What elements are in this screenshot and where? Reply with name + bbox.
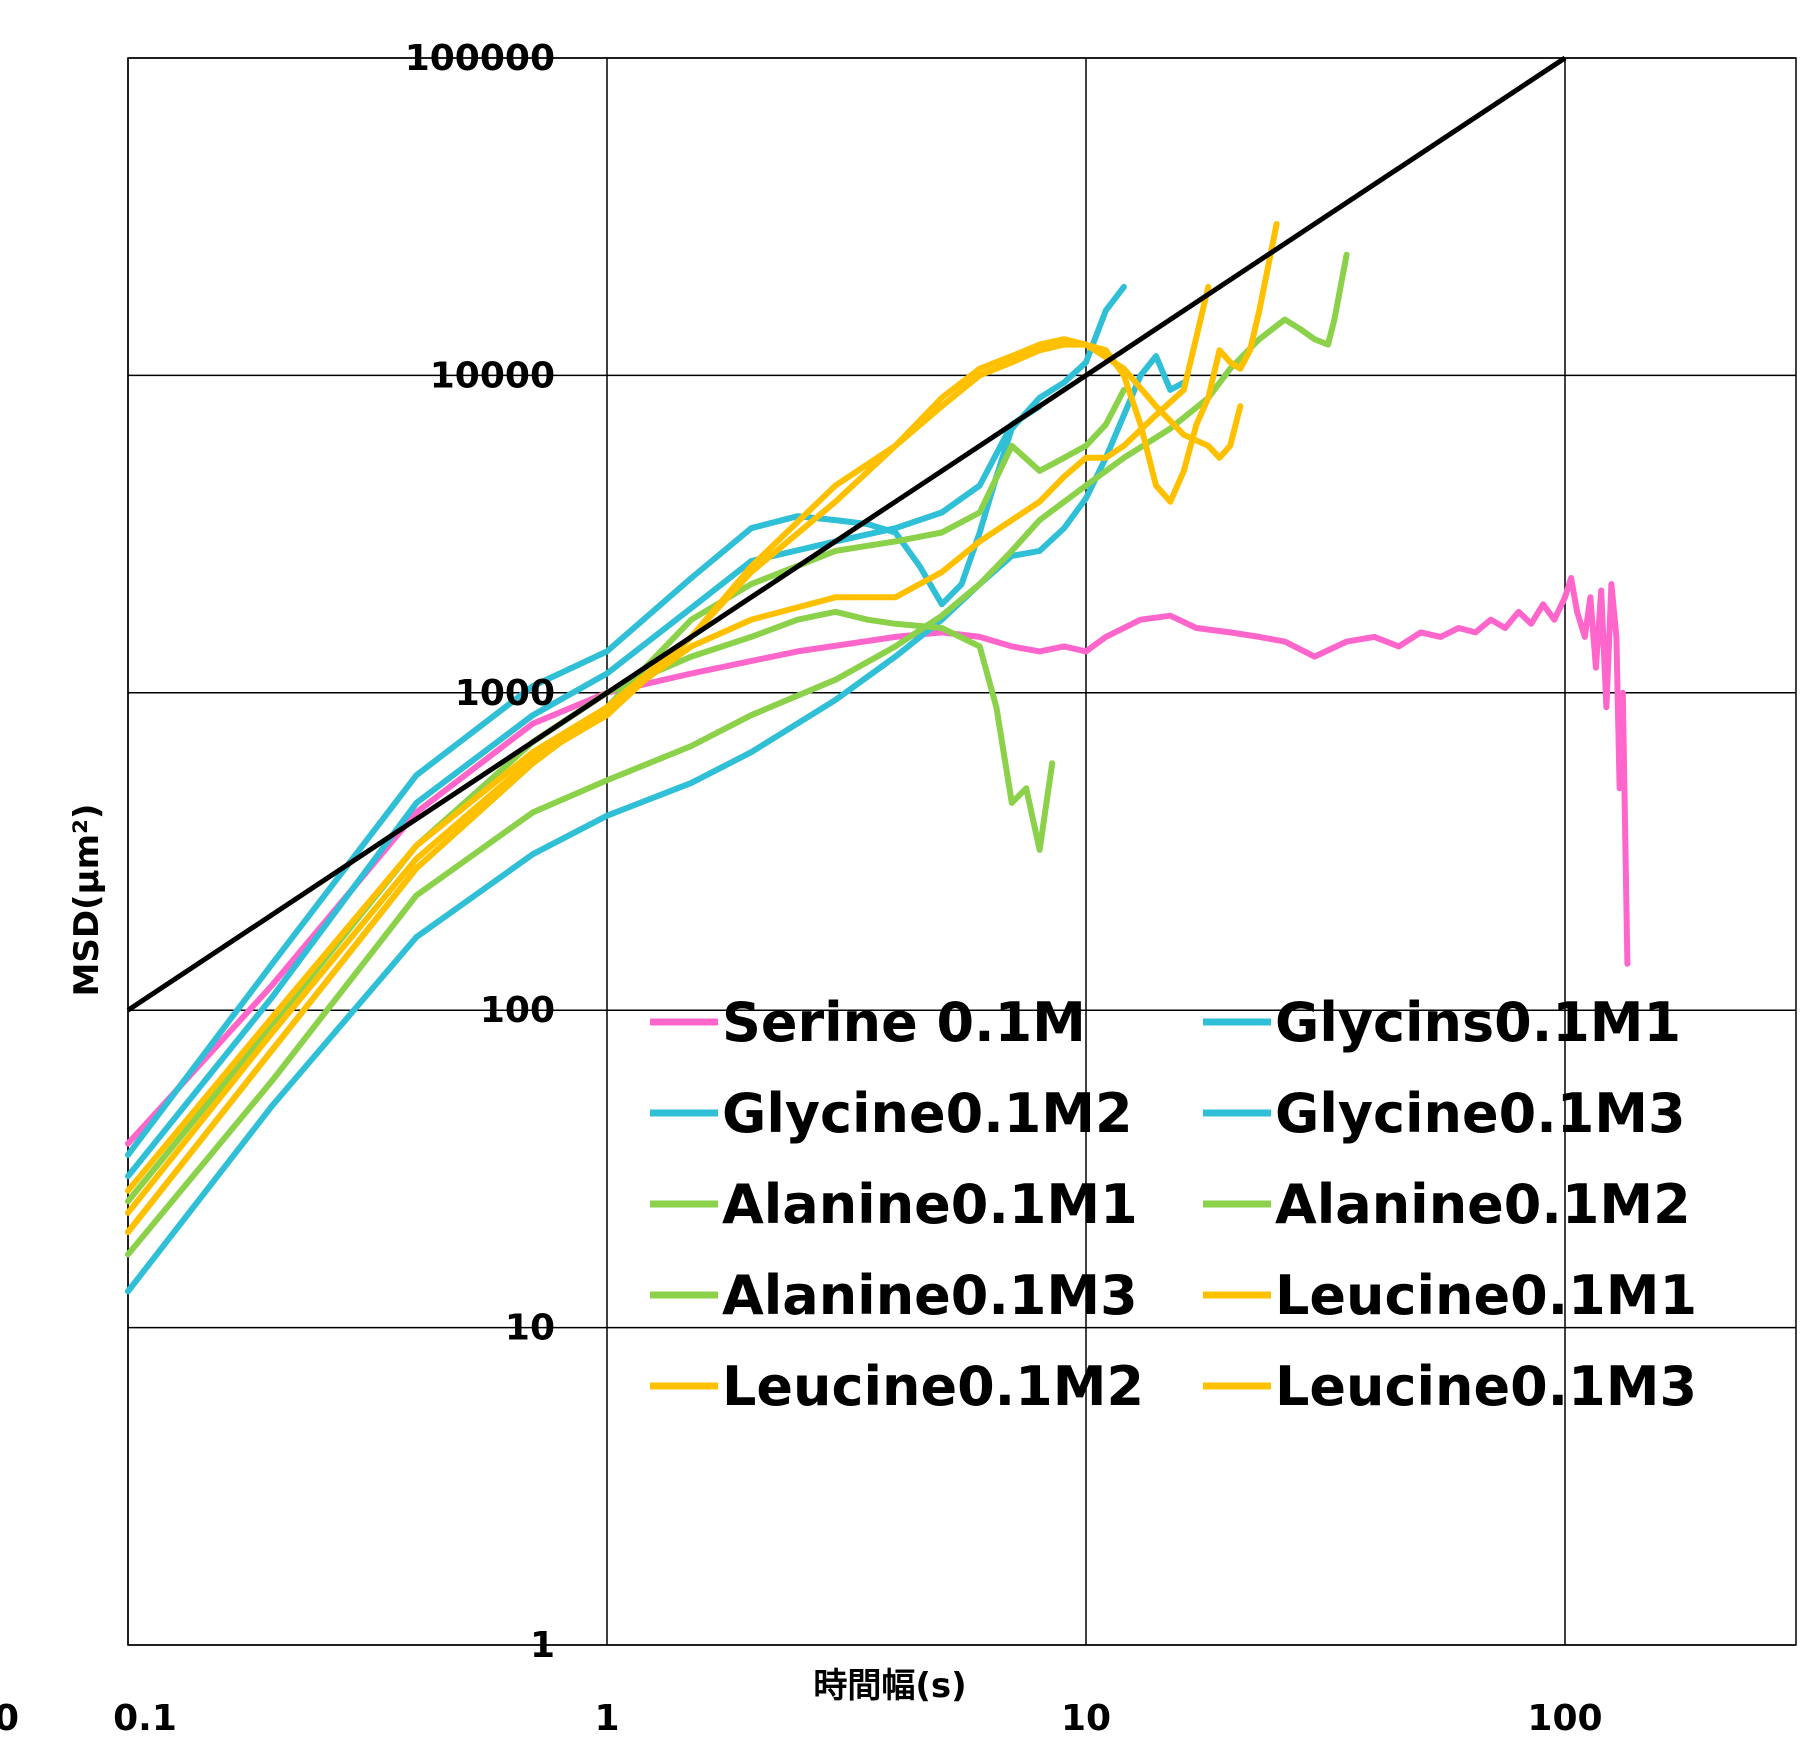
legend-label-0: Serine 0.1M bbox=[722, 991, 1086, 1054]
plot-area bbox=[127, 57, 1797, 1646]
axis-tick-labels: 1 10 100 1000 10000 100000 0.1 1 10 100 bbox=[113, 38, 1602, 1737]
series-line-6 bbox=[125, 251, 1350, 1258]
x-tick-label-3: 100 bbox=[1527, 1698, 1602, 1737]
grid bbox=[127, 57, 1796, 1646]
y-tick-label-2: 100 bbox=[480, 990, 555, 1031]
y-tick-label-4: 10000 bbox=[430, 355, 555, 396]
legend-label-9: Leucine0.1M3 bbox=[1275, 1355, 1697, 1418]
series-line-4 bbox=[125, 608, 1056, 1205]
series-line-2 bbox=[125, 403, 1043, 1180]
y-tick-label-5: 100000 bbox=[405, 38, 555, 79]
series-layer bbox=[125, 55, 1631, 1295]
reference-line bbox=[126, 55, 1567, 1013]
x-tick-label-2: 10 bbox=[1061, 1698, 1111, 1737]
legend-label-7: Leucine0.1M1 bbox=[1275, 1264, 1697, 1327]
legend-label-5: Alanine0.1M2 bbox=[1275, 1173, 1691, 1236]
x-tick-label-0: 0.1 bbox=[113, 1698, 177, 1737]
legend-label-4: Alanine0.1M1 bbox=[722, 1173, 1138, 1236]
legend: Serine 0.1M Glycins0.1M1 Glycine0.1M2 Glyci… bbox=[650, 991, 1697, 1418]
legend-label-8: Leucine0.1M2 bbox=[722, 1355, 1144, 1418]
legend-label-6: Alanine0.1M3 bbox=[722, 1264, 1138, 1327]
y-axis-label: MSD(µm²) bbox=[67, 804, 107, 997]
legend-label-1: Glycins0.1M1 bbox=[1275, 991, 1681, 1054]
x-axis-label: 時間幅(s) bbox=[813, 1666, 966, 1706]
y-tick-label-1: 10 bbox=[505, 1308, 555, 1349]
y-tick-label-0: 1 bbox=[530, 1625, 555, 1666]
legend-label-3: Glycine0.1M3 bbox=[1275, 1082, 1686, 1145]
legend-label-2: Glycine0.1M2 bbox=[722, 1082, 1133, 1145]
series-line-9 bbox=[125, 336, 1244, 1216]
series-line-0 bbox=[125, 575, 1631, 1147]
x-tick-label-1: 1 bbox=[594, 1698, 619, 1737]
series-line-1 bbox=[125, 283, 1127, 1158]
y-tick-label-3: 1000 bbox=[455, 673, 555, 714]
x-tick-label-clipped: 0 bbox=[0, 1698, 19, 1737]
